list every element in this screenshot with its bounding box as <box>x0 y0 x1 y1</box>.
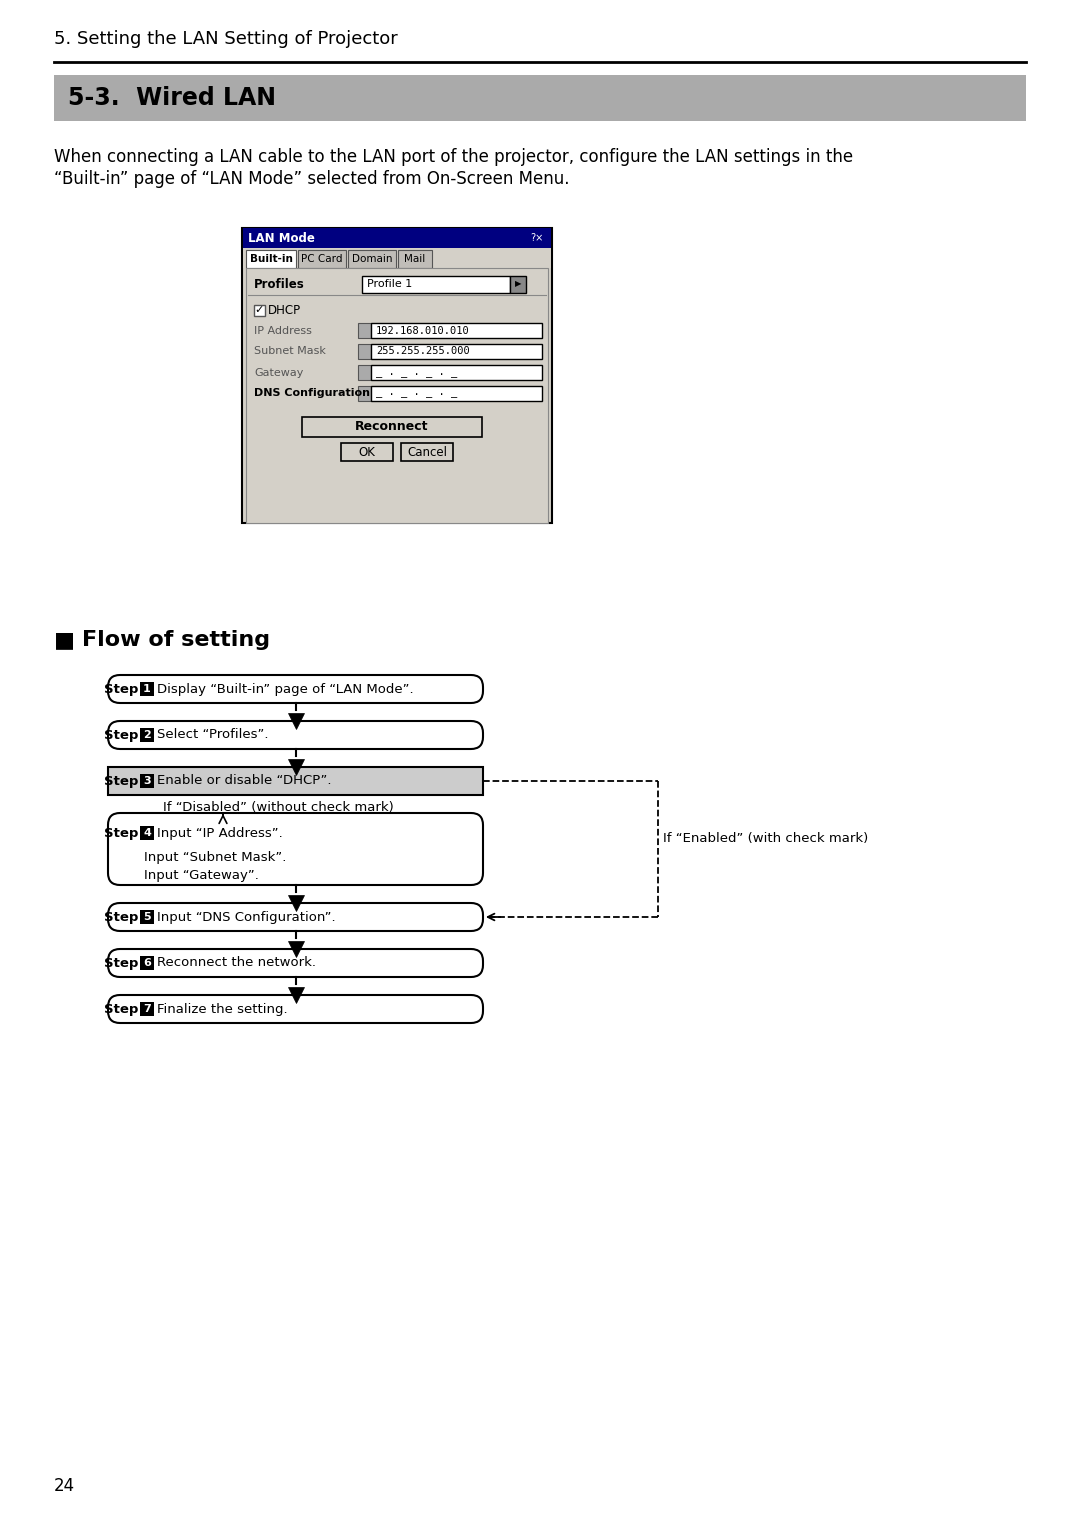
Text: Finalize the setting.: Finalize the setting. <box>157 1003 287 1015</box>
Bar <box>108 768 483 795</box>
Text: LAN Mode: LAN Mode <box>248 231 315 245</box>
Bar <box>140 682 154 696</box>
Bar <box>54 75 1026 121</box>
Text: 1: 1 <box>144 683 151 694</box>
Text: Step: Step <box>104 682 138 696</box>
Text: Flow of setting: Flow of setting <box>82 630 270 650</box>
Bar <box>357 385 372 401</box>
Bar <box>243 228 551 248</box>
Bar <box>140 826 154 839</box>
Text: ■: ■ <box>54 630 75 650</box>
FancyBboxPatch shape <box>108 904 483 931</box>
Text: Display “Built-in” page of “LAN Mode”.: Display “Built-in” page of “LAN Mode”. <box>157 682 414 696</box>
Bar <box>341 443 393 462</box>
Bar <box>401 443 453 462</box>
Bar <box>510 275 526 292</box>
Text: Enable or disable “DHCP”.: Enable or disable “DHCP”. <box>157 775 332 787</box>
Bar <box>372 385 542 401</box>
Text: Gateway: Gateway <box>254 367 303 378</box>
Text: Step: Step <box>104 827 138 839</box>
Bar <box>140 1001 154 1015</box>
Bar <box>242 228 552 523</box>
Text: If “Enabled” (with check mark): If “Enabled” (with check mark) <box>663 832 868 844</box>
Text: 4: 4 <box>143 829 151 838</box>
Bar <box>372 344 542 359</box>
FancyBboxPatch shape <box>108 813 483 885</box>
FancyBboxPatch shape <box>108 722 483 749</box>
Text: 5: 5 <box>144 911 151 922</box>
Text: Subnet Mask: Subnet Mask <box>254 347 326 356</box>
Text: Input “DNS Configuration”.: Input “DNS Configuration”. <box>157 910 336 924</box>
Text: Step: Step <box>104 728 138 742</box>
Bar <box>372 323 542 338</box>
Bar <box>246 251 296 268</box>
Bar <box>254 304 265 317</box>
Text: Built-in: Built-in <box>249 254 293 265</box>
Bar <box>140 956 154 969</box>
Text: _ . _ . _ . _: _ . _ . _ . _ <box>376 388 457 399</box>
Text: Reconnect the network.: Reconnect the network. <box>157 957 316 969</box>
Text: Input “Subnet Mask”.: Input “Subnet Mask”. <box>144 852 286 864</box>
Bar <box>140 774 154 787</box>
Text: 3: 3 <box>144 777 151 786</box>
Text: Step: Step <box>104 957 138 969</box>
FancyBboxPatch shape <box>108 995 483 1023</box>
Bar <box>140 728 154 742</box>
Bar <box>246 268 548 523</box>
Bar <box>399 251 432 268</box>
Text: ▶: ▶ <box>515 280 522 289</box>
Text: If “Disabled” (without check mark): If “Disabled” (without check mark) <box>163 801 394 815</box>
Text: Profile 1: Profile 1 <box>367 278 413 289</box>
Text: Input “Gateway”.: Input “Gateway”. <box>144 868 259 882</box>
Text: Select “Profiles”.: Select “Profiles”. <box>157 728 269 742</box>
Text: “Built-in” page of “LAN Mode” selected from On-Screen Menu.: “Built-in” page of “LAN Mode” selected f… <box>54 170 569 188</box>
Text: 5. Setting the LAN Setting of Projector: 5. Setting the LAN Setting of Projector <box>54 31 397 47</box>
Bar <box>302 417 482 437</box>
Text: DHCP: DHCP <box>268 304 301 317</box>
FancyBboxPatch shape <box>108 950 483 977</box>
Text: 5-3.  Wired LAN: 5-3. Wired LAN <box>68 86 276 110</box>
Text: 255.255.255.000: 255.255.255.000 <box>376 347 470 356</box>
Text: Mail: Mail <box>404 254 426 265</box>
Bar <box>348 251 396 268</box>
Bar <box>140 910 154 924</box>
Text: 2: 2 <box>144 729 151 740</box>
Bar <box>357 323 372 338</box>
Bar <box>357 365 372 381</box>
Text: Step: Step <box>104 1003 138 1015</box>
Text: DNS Configuration: DNS Configuration <box>254 388 370 399</box>
Text: 6: 6 <box>143 959 151 968</box>
Text: When connecting a LAN cable to the LAN port of the projector, configure the LAN : When connecting a LAN cable to the LAN p… <box>54 148 853 167</box>
Text: OK: OK <box>359 445 376 459</box>
FancyBboxPatch shape <box>108 674 483 703</box>
Text: PC Card: PC Card <box>301 254 342 265</box>
Text: IP Address: IP Address <box>254 326 312 335</box>
Text: Input “IP Address”.: Input “IP Address”. <box>157 827 283 839</box>
Text: 192.168.010.010: 192.168.010.010 <box>376 326 470 335</box>
Text: Cancel: Cancel <box>407 445 447 459</box>
Bar <box>243 248 551 268</box>
Text: Step: Step <box>104 775 138 787</box>
Text: ✓: ✓ <box>255 306 265 315</box>
Text: Profiles: Profiles <box>254 277 305 291</box>
Bar <box>372 365 542 381</box>
Text: Domain: Domain <box>352 254 392 265</box>
Bar <box>357 344 372 359</box>
Bar <box>298 251 346 268</box>
Text: Step: Step <box>104 910 138 924</box>
Text: Reconnect: Reconnect <box>355 420 429 434</box>
Text: 24: 24 <box>54 1477 76 1495</box>
Bar <box>362 275 510 292</box>
Text: _ . _ . _ . _: _ . _ . _ . _ <box>376 367 457 378</box>
Text: ?×: ?× <box>530 232 544 243</box>
Text: 7: 7 <box>144 1005 151 1014</box>
